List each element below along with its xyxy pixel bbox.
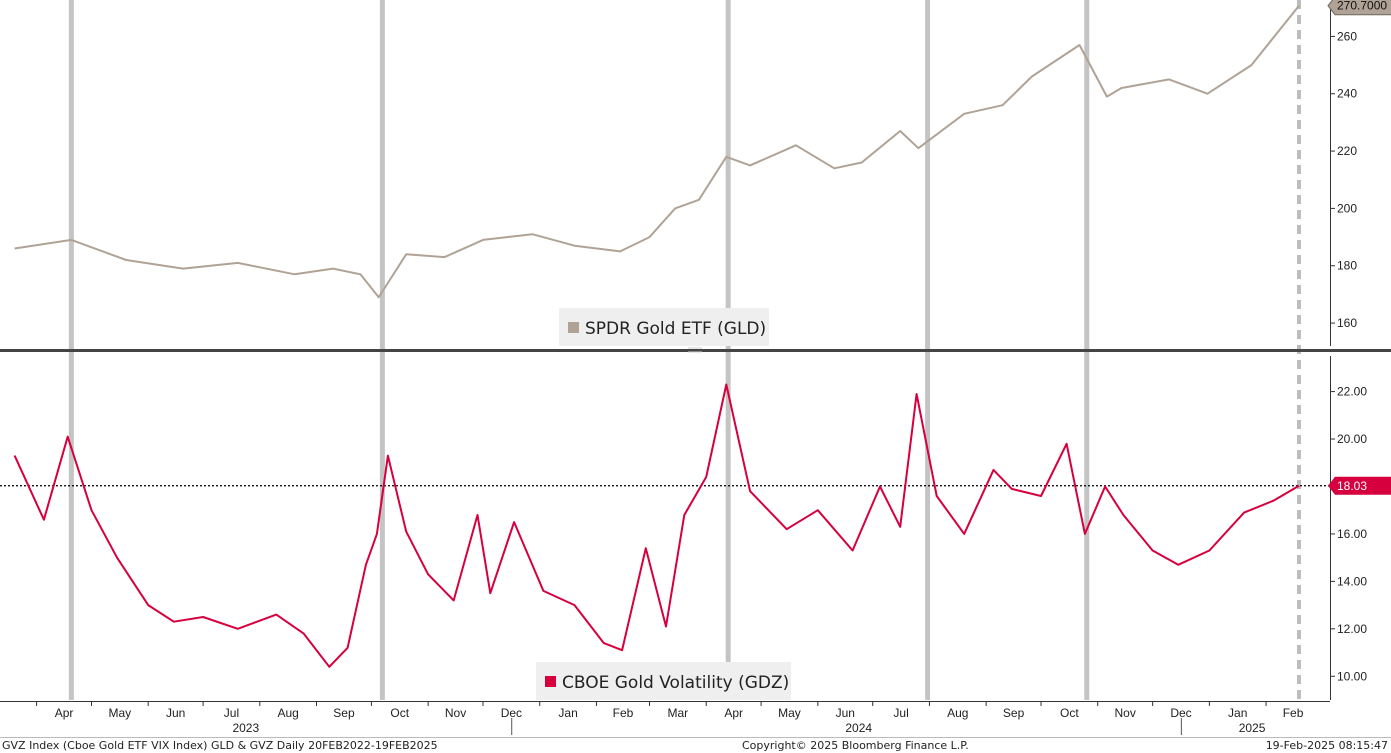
x-month-label: Jul xyxy=(893,706,908,720)
x-year-label: 2025 xyxy=(1239,721,1266,735)
footer-description: GVZ Index (Cboe Gold ETF VIX Index) GLD … xyxy=(2,739,438,752)
x-year-label: 2024 xyxy=(845,721,872,735)
x-month-label: Mar xyxy=(668,706,689,720)
y-tick-label: 220 xyxy=(1337,144,1357,158)
y-tick-label: 260 xyxy=(1337,29,1357,43)
y-tick-label: 12.00 xyxy=(1337,622,1367,636)
footer-timestamp: 19-Feb-2025 08:15:47 xyxy=(1266,739,1388,752)
x-month-label: Nov xyxy=(445,706,466,720)
x-month-label: Nov xyxy=(1115,706,1136,720)
gld-last-value-tag: 270.7000 xyxy=(1327,0,1391,16)
gvz-series-line xyxy=(13,383,1300,668)
y-tick-label: 180 xyxy=(1337,259,1357,273)
x-month-label: Aug xyxy=(947,706,968,720)
x-month-label: Jan xyxy=(1228,706,1247,720)
x-month-label: Feb xyxy=(613,706,634,720)
x-month-label: Jun xyxy=(836,706,855,720)
gld-y-axis: 160 180 200 220 240 260 xyxy=(1330,2,1357,346)
gld-legend-swatch xyxy=(568,322,579,333)
x-year-label: 2023 xyxy=(232,721,259,735)
x-month-label: Aug xyxy=(277,706,298,720)
gvz-last-value-label: 18.03 xyxy=(1337,479,1367,493)
gvz-legend-label: CBOE Gold Volatility (GDZ) xyxy=(562,673,789,693)
y-tick-label: 200 xyxy=(1337,201,1357,215)
gld-legend-label: SPDR Gold ETF (GLD) xyxy=(585,319,766,339)
gld-last-value-label: 270.7000 xyxy=(1337,0,1387,13)
y-tick-label: 240 xyxy=(1337,87,1357,101)
x-month-label: Oct xyxy=(1060,706,1079,720)
gld-legend: SPDR Gold ETF (GLD) xyxy=(559,308,769,346)
y-tick-label: 14.00 xyxy=(1337,574,1367,588)
y-tick-label: 16.00 xyxy=(1337,527,1367,541)
x-month-label: Jan xyxy=(558,706,577,720)
x-month-label: Apr xyxy=(724,706,743,720)
x-month-label: May xyxy=(778,706,801,720)
footer-copyright: Copyright© 2025 Bloomberg Finance L.P. xyxy=(742,739,969,752)
y-tick-label: 20.00 xyxy=(1337,432,1367,446)
x-month-label: Jul xyxy=(224,706,239,720)
x-month-label: Oct xyxy=(390,706,409,720)
gvz-legend: CBOE Gold Volatility (GDZ) xyxy=(536,662,791,700)
x-month-label: Dec xyxy=(1170,706,1191,720)
x-month-label: Jun xyxy=(166,706,185,720)
y-tick-label: 10.00 xyxy=(1337,669,1367,683)
gld-series-line xyxy=(14,5,1300,299)
x-month-label: Dec xyxy=(501,706,522,720)
x-month-label: Sep xyxy=(1003,706,1025,720)
x-axis: Apr May Jun Jul Aug Sep Oct Nov Dec Jan Feb Mar Apr M… xyxy=(36,701,1304,735)
x-month-label: Sep xyxy=(333,706,355,720)
x-month-label: May xyxy=(109,706,132,720)
y-tick-label: 22.00 xyxy=(1337,385,1367,399)
x-month-label: Feb xyxy=(1283,706,1304,720)
gvz-last-value-tag: 18.03 xyxy=(1328,476,1391,495)
y-tick-label: 160 xyxy=(1337,316,1357,330)
gvz-legend-swatch xyxy=(545,676,556,687)
x-month-label: Apr xyxy=(55,706,74,720)
